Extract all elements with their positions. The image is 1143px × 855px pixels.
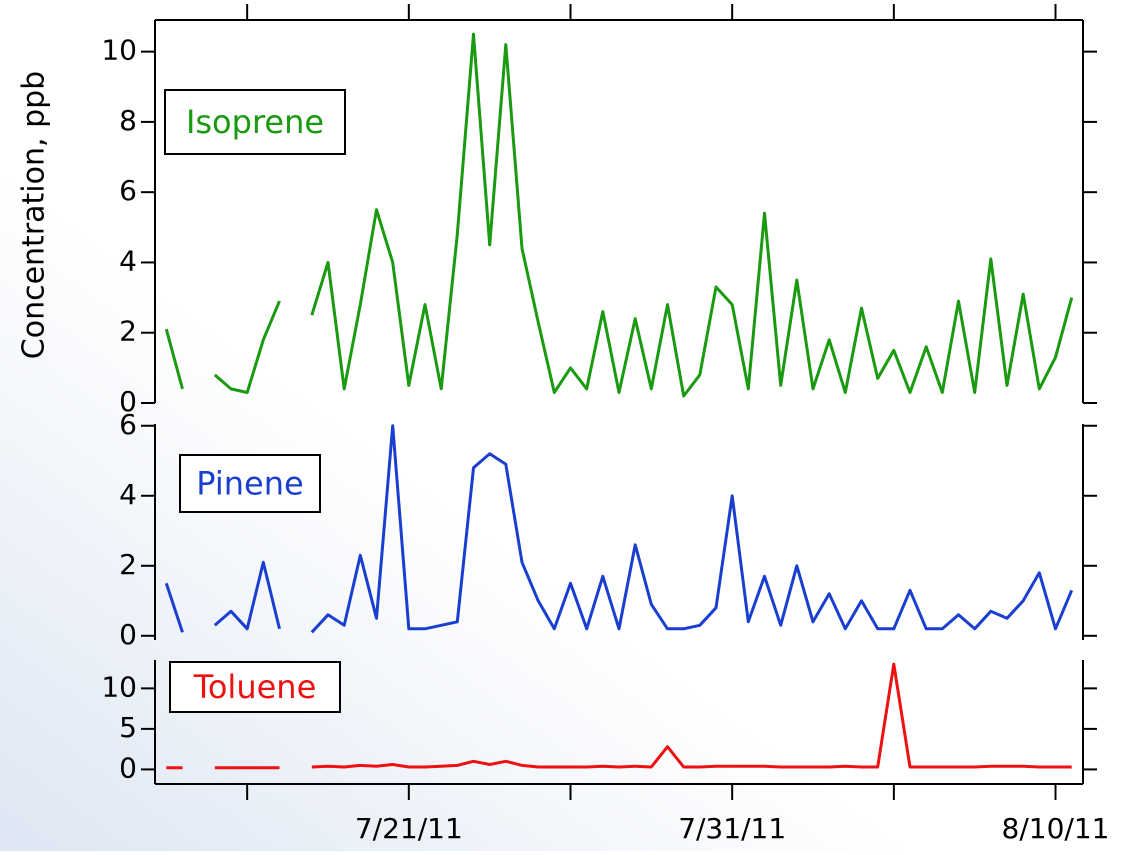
label-box (179, 454, 321, 513)
y-tick-label: 2 (119, 548, 137, 581)
series-label: Isoprene (186, 103, 324, 141)
label-box (164, 89, 346, 155)
y-tick-label: 5 (119, 711, 137, 744)
x-tick-label: 8/10/11 (1002, 812, 1110, 845)
y-tick-label: 4 (119, 244, 137, 277)
y-tick-label: 10 (101, 670, 137, 703)
label-box (169, 661, 341, 713)
y-tick-label: 0 (119, 385, 137, 418)
y-tick-label: 2 (119, 315, 137, 348)
y-tick-label: 6 (119, 408, 137, 441)
y-tick-label: 8 (119, 104, 137, 137)
y-tick-label: 0 (119, 618, 137, 651)
x-tick-label: 7/31/11 (678, 812, 786, 845)
x-tick-label: 7/21/11 (355, 812, 463, 845)
y-tick-label: 6 (119, 174, 137, 207)
data-line (164, 424, 1074, 634)
y-axis-label: Concentration, ppb (17, 71, 52, 359)
data-line (164, 32, 1074, 398)
y-tick-label: 10 (101, 34, 137, 67)
data-line (166, 662, 1072, 770)
series-label: Pinene (196, 465, 303, 503)
y-tick-label: 0 (119, 751, 137, 784)
series-label: Toluene (193, 668, 317, 706)
y-tick-label: 4 (119, 478, 137, 511)
